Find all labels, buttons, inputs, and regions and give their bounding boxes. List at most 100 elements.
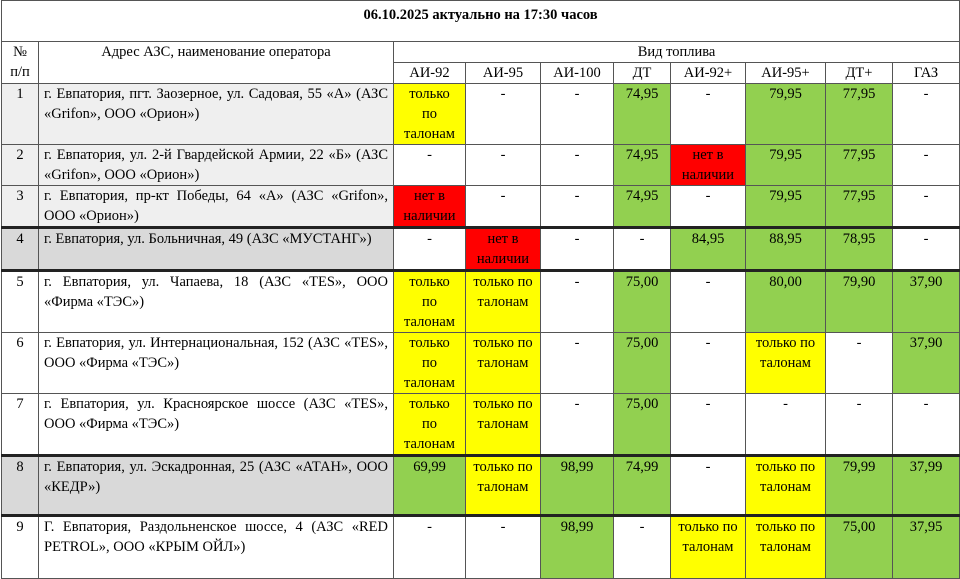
fuel-name: ДТ+ (825, 62, 893, 84)
fuel-cell: - (393, 226, 466, 271)
fuel-cell: - (393, 144, 466, 186)
fuel-cell: - (891, 185, 960, 228)
fuel-cell: - (891, 393, 960, 456)
fuel-cell: только по талонам (393, 83, 466, 145)
fuel-cell: - (465, 144, 541, 186)
fuel-cell: 80,00 (745, 269, 826, 333)
fuel-cell: - (613, 514, 671, 579)
fuel-cell: 37,90 (891, 332, 960, 394)
fuel-cell: 78,95 (825, 226, 893, 271)
station-row: 3 г. Евпатория, пр-кт Победы, 64 «А» (АЗС… (1, 185, 960, 228)
fuel-cell: только по талонам (745, 514, 826, 579)
fuel-cell: - (670, 332, 746, 394)
fuel-cell: только по талонам (393, 332, 466, 394)
num-header: № п/п (1, 41, 39, 84)
fuel-name: АИ-95 (465, 62, 541, 84)
fuel-cell: 74,99 (613, 454, 671, 516)
fuel-cell: - (540, 226, 614, 271)
fuel-cell: 74,95 (613, 144, 671, 186)
row-number: 1 (1, 83, 39, 145)
station-row: 1 г. Евпатория, пгт. Заозерное, ул. Садов… (1, 83, 960, 145)
fuel-cell: - (540, 83, 614, 145)
row-number: 3 (1, 185, 39, 228)
fuel-cell: - (393, 514, 466, 579)
fuel-cell: 88,95 (745, 226, 826, 271)
fuel-name: ГАЗ (891, 62, 960, 84)
fuel-cell: - (670, 83, 746, 145)
station-row: 2 г. Евпатория, ул. 2-й Гвардейской Армии… (1, 144, 960, 186)
address-header: Адрес АЗС, наименование оператора (38, 41, 394, 84)
row-number: 7 (1, 393, 39, 456)
fuel-cell: - (745, 393, 826, 456)
fuel-cell: - (540, 269, 614, 333)
fuel-name: АИ-92 (393, 62, 466, 84)
fuel-cell: - (465, 514, 541, 579)
fuel-cell: 77,95 (825, 144, 893, 186)
fuel-cell: 74,95 (613, 83, 671, 145)
station-address: г. Евпатория, ул. Эскадронная, 25 (АЗС «… (38, 454, 394, 516)
fuel-cell: только по талонам (465, 269, 541, 333)
station-row: 7 г. Евпатория, ул. Красноярское шоссе (А… (1, 393, 960, 456)
fuel-cell: только по талонам (393, 269, 466, 333)
fuel-cell: 79,95 (745, 144, 826, 186)
fuel-cell: - (891, 144, 960, 186)
row-number: 8 (1, 454, 39, 516)
fuel-cell: - (540, 332, 614, 394)
fuel-cell: 79,99 (825, 454, 893, 516)
fuel-cell: 75,00 (613, 269, 671, 333)
fuel-cell: - (891, 226, 960, 271)
fuel-cell: - (670, 393, 746, 456)
station-row: 9 Г. Евпатория, Раздольненское шоссе, 4 (… (1, 514, 960, 579)
fuel-cell: нет в наличии (670, 144, 746, 186)
fuel-cell: 37,90 (891, 269, 960, 333)
fuel-cell: - (540, 144, 614, 186)
station-row: 8 г. Евпатория, ул. Эскадронная, 25 (АЗС … (1, 454, 960, 516)
fuel-cell: - (670, 185, 746, 228)
fuel-cell: 75,00 (613, 393, 671, 456)
station-address: г. Евпатория, ул. Интернациональная, 152… (38, 332, 394, 394)
station-address: г. Евпатория, ул. Чапаева, 18 (АЗС «TES»… (38, 269, 394, 333)
fuel-cell: - (891, 83, 960, 145)
fuel-cell: только по талонам (393, 393, 466, 456)
fuel-cell: 79,95 (745, 83, 826, 145)
fuel-cell: только по талонам (745, 454, 826, 516)
fuel-cell: 69,99 (393, 454, 466, 516)
station-address: Г. Евпатория, Раздольненское шоссе, 4 (А… (38, 514, 394, 579)
fuel-cell: 79,90 (825, 269, 893, 333)
fuel-cell: - (465, 83, 541, 145)
fuel-cell: только по талонам (670, 514, 746, 579)
fuel-name: АИ-95+ (745, 62, 826, 84)
fuel-cell: только по талонам (465, 454, 541, 516)
fuel-cell: 77,95 (825, 185, 893, 228)
fuel-name: ДТ (613, 62, 671, 84)
fuel-name: АИ-100 (540, 62, 614, 84)
station-row: 6 г. Евпатория, ул. Интернациональная, 15… (1, 332, 960, 394)
fuel-cell: - (825, 393, 893, 456)
fuel-cell: - (670, 454, 746, 516)
fuel-cell: нет в наличии (393, 185, 466, 228)
row-number: 2 (1, 144, 39, 186)
row-number: 6 (1, 332, 39, 394)
fuel-cell: - (670, 269, 746, 333)
fuel-cell: 75,00 (825, 514, 893, 579)
fuel-header-row: АИ-92 АИ-95 АИ-100 ДТ АИ-92+ АИ-95+ ДТ+ ГАЗ (2, 62, 960, 84)
row-number: 5 (1, 269, 39, 333)
fuel-cell: - (540, 185, 614, 228)
title: 06.10.2025 актуально на 17:30 часов (0, 0, 960, 42)
station-address: г. Евпатория, пр-кт Победы, 64 «А» (АЗС … (38, 185, 394, 228)
fuel-cell: 37,95 (891, 514, 960, 579)
station-address: г. Евпатория, ул. Больничная, 49 (АЗС «М… (38, 226, 394, 271)
header-row: № п/п Адрес АЗС, наименование оператора … (1, 41, 960, 84)
fuel-cell: - (825, 332, 893, 394)
fuel-cell: 37,99 (891, 454, 960, 516)
row-number: 9 (1, 514, 39, 579)
fuel-cell: нет в наличии (465, 226, 541, 271)
station-address: г. Евпатория, пгт. Заозерное, ул. Садова… (38, 83, 394, 145)
row-number: 4 (1, 226, 39, 271)
fuel-cell: - (613, 226, 671, 271)
fuel-cell: 79,95 (745, 185, 826, 228)
station-row: 5 г. Евпатория, ул. Чапаева, 18 (АЗС «TES… (1, 269, 960, 333)
fuel-cell: - (465, 185, 541, 228)
